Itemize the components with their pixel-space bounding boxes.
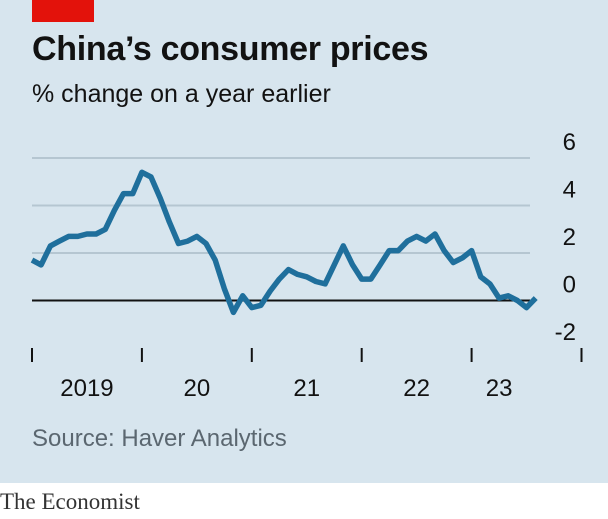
brand-red-tab [32, 0, 94, 22]
chart-panel [0, 0, 608, 483]
publisher-logo: The Economist [0, 489, 140, 514]
source-note: Source: Haver Analytics [32, 425, 287, 452]
chart-subtitle: % change on a year earlier [32, 80, 331, 108]
y-tick-label: 0 [563, 272, 576, 299]
x-tick-label: 22 [403, 375, 430, 402]
y-tick-label: 2 [563, 224, 576, 251]
y-tick-label: -2 [555, 319, 576, 346]
x-axis: 2019 20 21 22 23 [31, 348, 583, 402]
chart-title: China’s consumer prices [32, 30, 429, 68]
series-line [30, 169, 538, 316]
x-tick-label: 23 [486, 375, 513, 402]
y-tick-label: 4 [563, 177, 576, 204]
y-tick-label: 6 [563, 129, 576, 156]
x-tick-label: 2019 [60, 375, 113, 402]
x-tick-label: 20 [183, 375, 210, 402]
y-axis-labels: 6 4 2 0 -2 [555, 129, 576, 346]
x-tick-label: 21 [293, 375, 320, 402]
series-layer [30, 169, 538, 316]
